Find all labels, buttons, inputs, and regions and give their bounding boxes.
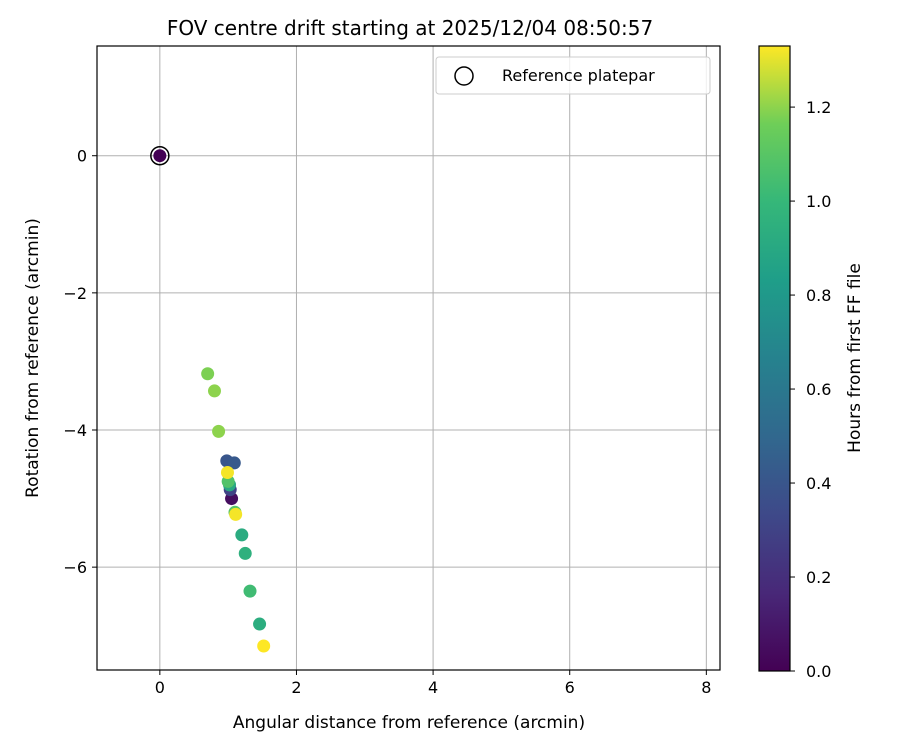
- y-tick-label: −6: [63, 558, 87, 577]
- colorbar-label: Hours from first FF file: [845, 263, 865, 453]
- grid-lines: [97, 46, 720, 670]
- x-tick-label: 0: [155, 678, 165, 697]
- y-axis-label: Rotation from reference (arcmin): [23, 218, 43, 498]
- legend: Reference platepar: [435, 56, 711, 95]
- data-points: [150, 145, 271, 653]
- data-point: [207, 384, 221, 398]
- plot-area: [97, 46, 720, 670]
- colorbar-ticks: 0.0 0.2 0.4 0.6 0.8 1.0 1.2: [790, 98, 831, 681]
- colorbar-tick-label: 0.6: [806, 380, 831, 399]
- colorbar-tick-label: 0.0: [806, 662, 831, 681]
- plot-frame: [96, 45, 721, 671]
- x-axis-label: Angular distance from reference (arcmin): [233, 713, 585, 733]
- colorbar-tick-label: 1.2: [806, 98, 831, 117]
- colorbar-tick-label: 0.4: [806, 474, 831, 493]
- y-tick-label: −2: [63, 284, 87, 303]
- reference-marker: [150, 145, 170, 166]
- data-point: [243, 584, 257, 598]
- data-point: [235, 528, 249, 542]
- data-point: [227, 456, 241, 470]
- colorbar-tick-label: 0.2: [806, 568, 831, 587]
- legend-box: [435, 56, 711, 95]
- data-point: [212, 424, 226, 438]
- x-tick-label: 8: [701, 678, 711, 697]
- y-tick-label: 0: [77, 147, 87, 166]
- x-tick-label: 4: [428, 678, 438, 697]
- x-tick-label: 2: [291, 678, 301, 697]
- data-point: [253, 617, 267, 631]
- axis-ticks: 0 2 4 6 8 0 −2 −4 −6: [63, 147, 711, 697]
- legend-marker-icon: [454, 66, 474, 86]
- data-point: [238, 546, 252, 560]
- colorbar-tick-label: 1.0: [806, 192, 831, 211]
- legend-label: Reference platepar: [502, 66, 655, 85]
- data-point: [201, 367, 215, 381]
- data-point: [220, 466, 234, 480]
- x-tick-label: 6: [565, 678, 575, 697]
- data-point: [257, 639, 271, 653]
- chart-title: FOV centre drift starting at 2025/12/04 …: [167, 16, 653, 40]
- data-point: [229, 507, 243, 521]
- colorbar: [758, 45, 791, 672]
- colorbar-tick-label: 0.8: [806, 286, 831, 305]
- y-tick-label: −4: [63, 421, 87, 440]
- data-point: [153, 149, 167, 163]
